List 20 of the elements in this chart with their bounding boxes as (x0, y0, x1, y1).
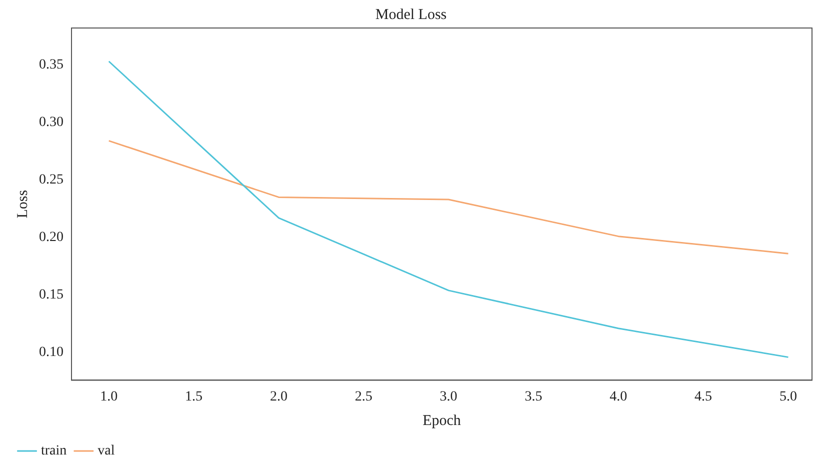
x-tick-label: 5.0 (779, 389, 797, 404)
x-tick-label: 1.0 (100, 389, 118, 404)
x-tick-label: 3.5 (524, 389, 542, 404)
y-tick-label: 0.25 (39, 172, 64, 188)
x-tick-label: 2.5 (354, 389, 372, 404)
x-tick-label: 4.5 (694, 389, 712, 404)
y-axis-title: Loss (14, 190, 31, 218)
y-tick-label: 0.30 (39, 115, 64, 130)
legend-label: val (98, 444, 115, 459)
x-tick-label: 4.0 (610, 389, 628, 404)
legend-label: train (41, 444, 67, 459)
x-tick-label: 1.5 (185, 389, 203, 404)
y-tick-label: 0.15 (39, 288, 64, 303)
x-tick-label: 2.0 (270, 389, 288, 404)
x-tick-label: 3.0 (440, 389, 458, 404)
y-tick-label: 0.10 (39, 345, 64, 360)
y-tick-label: 0.35 (39, 58, 64, 73)
x-axis-title: Epoch (422, 412, 462, 429)
y-tick-label: 0.20 (39, 230, 64, 246)
chart-title: Model Loss (375, 6, 447, 23)
